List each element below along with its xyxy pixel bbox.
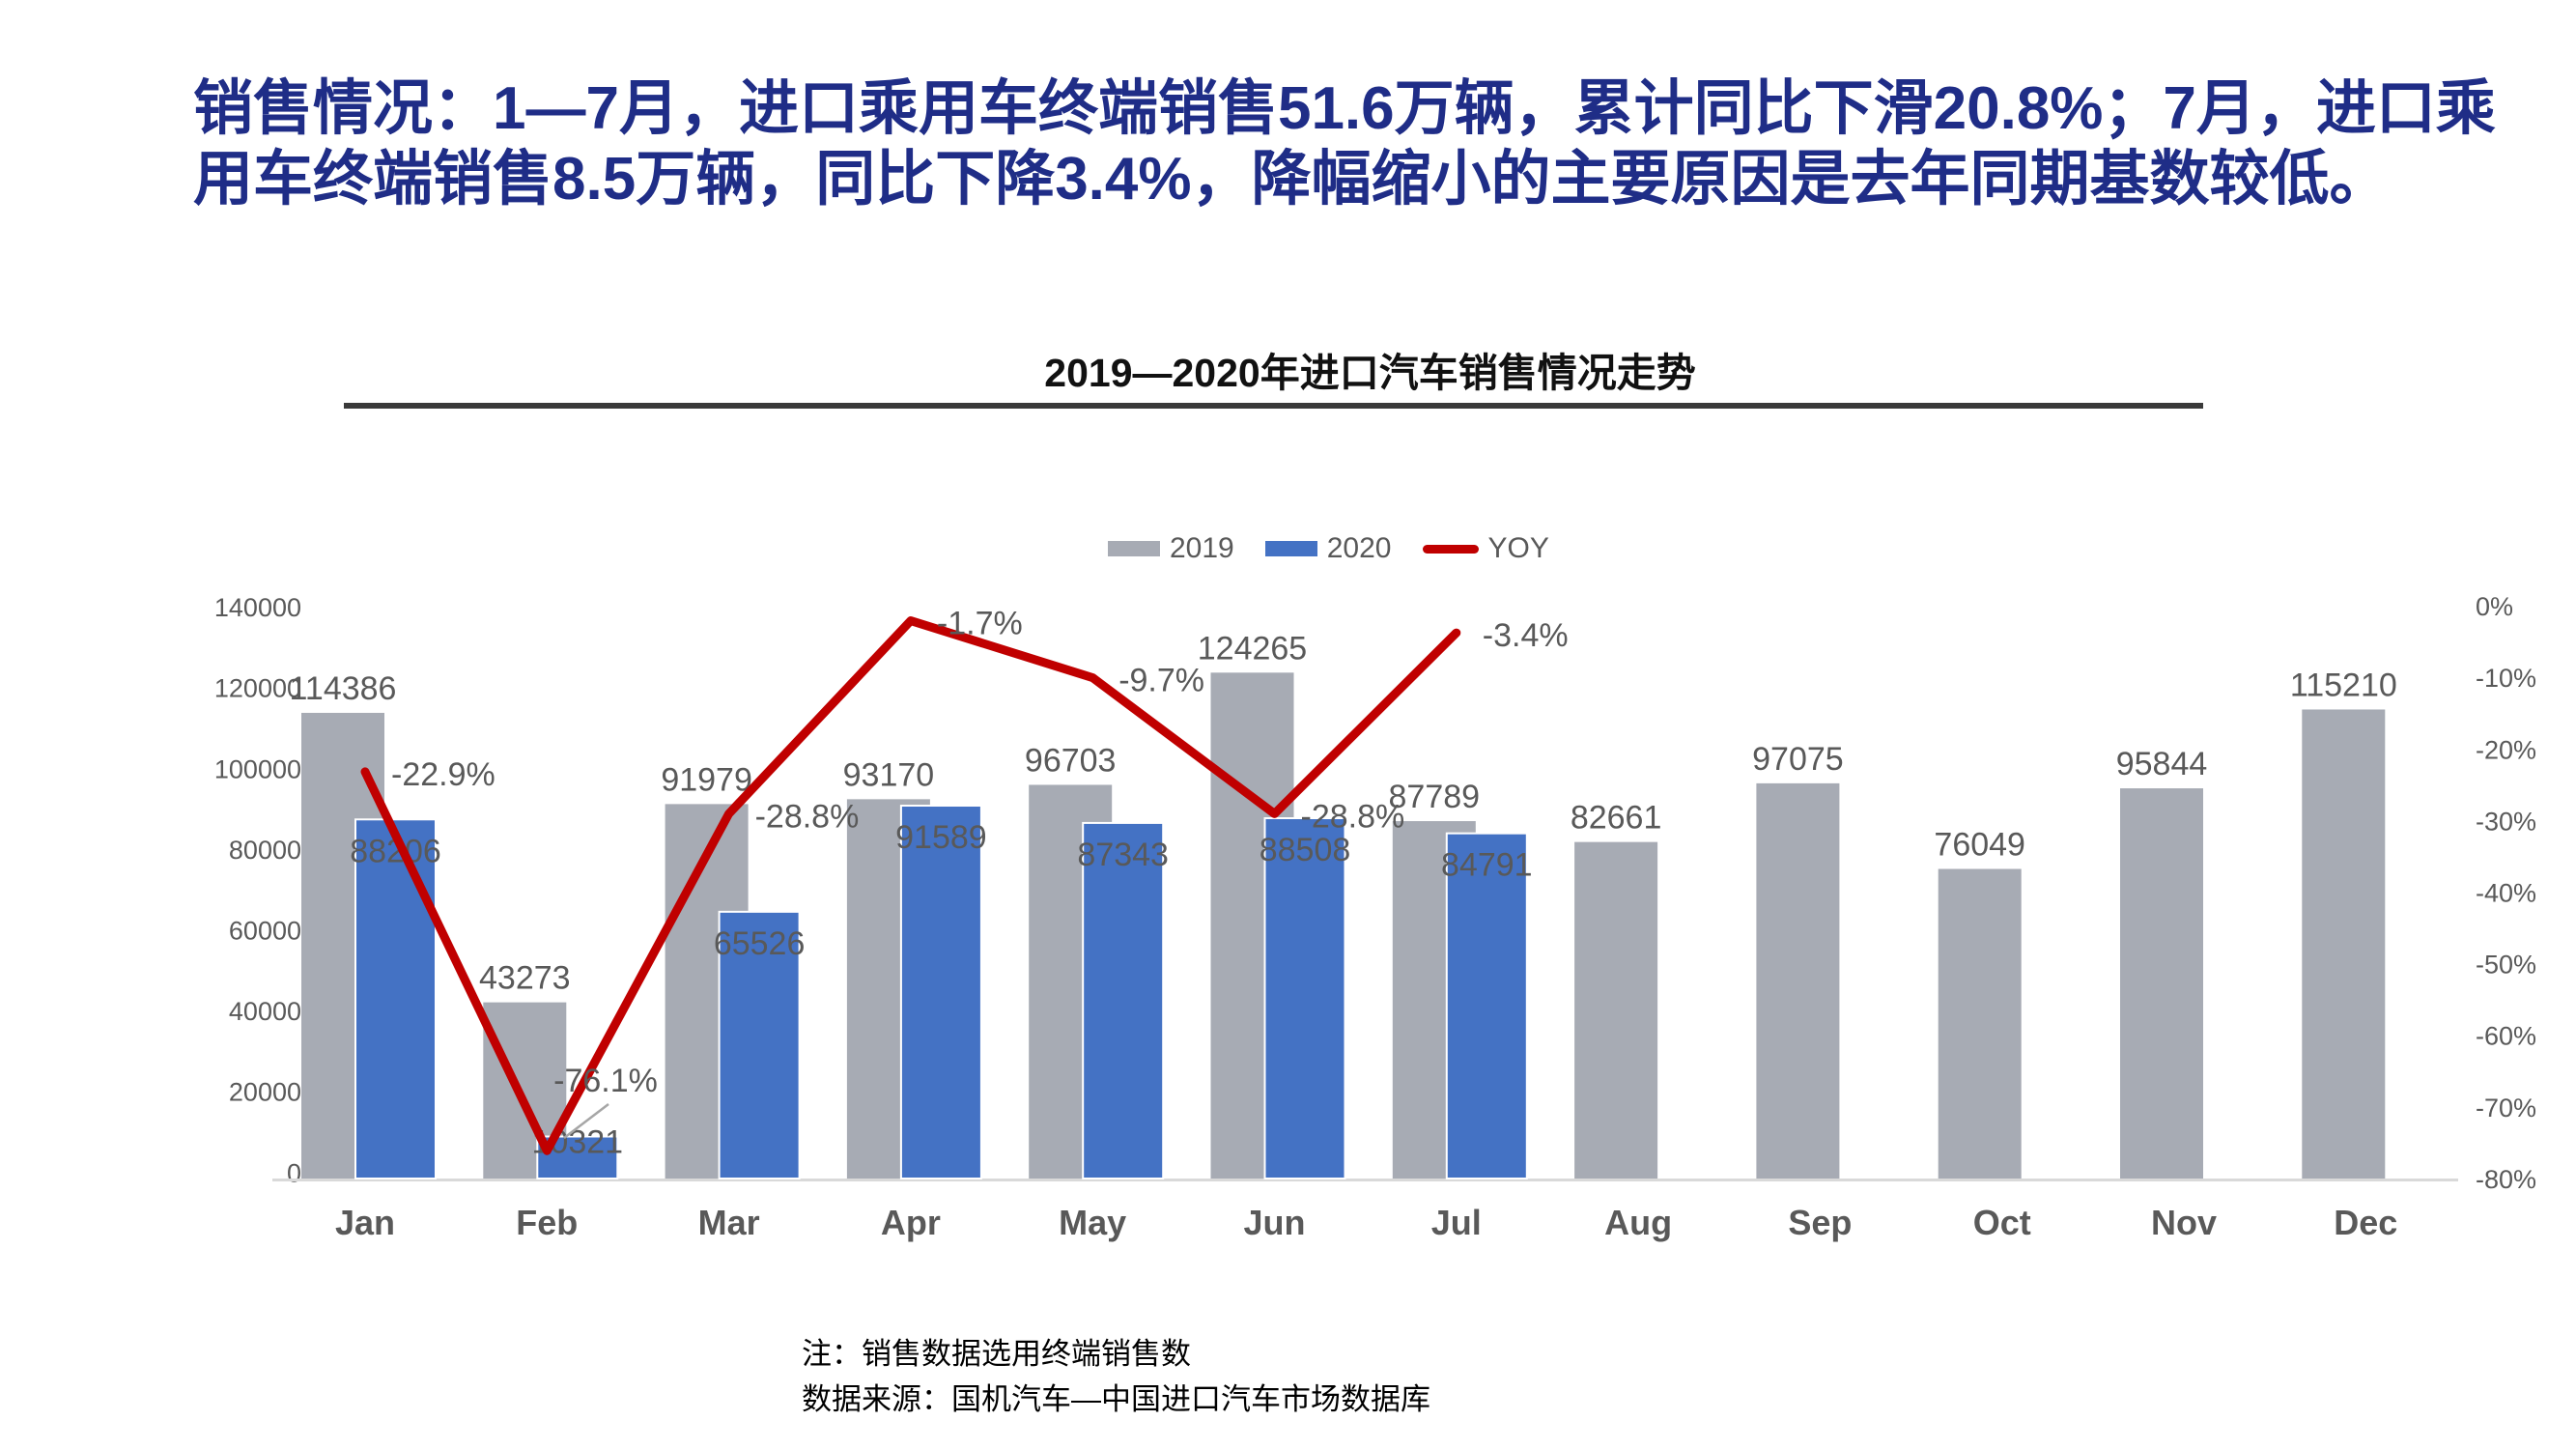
y-tick-right-4: -40%	[2476, 879, 2536, 908]
legend-swatch-2020	[1264, 541, 1317, 556]
bar-2019-oct	[1938, 868, 2022, 1179]
label-2020-jun: 88508	[1260, 832, 1351, 868]
y-tick-right-0: 0%	[2476, 592, 2513, 621]
x-tick-may: May	[1059, 1203, 1126, 1242]
x-tick-dec: Dec	[2334, 1203, 2397, 1242]
y-tick-left-7: 0	[287, 1158, 301, 1187]
chart-legend: 2019 2020 YOY	[1108, 531, 1580, 566]
chart-title-underline	[344, 403, 2203, 409]
y-tick-right-8: -80%	[2476, 1165, 2536, 1194]
yoy-label-jul: -3.4%	[1483, 617, 1569, 654]
y-tick-left-5: 40000	[229, 997, 301, 1026]
bar-2020-jul	[1445, 832, 1528, 1179]
bar-2019-dec	[2302, 709, 2386, 1179]
bar-2019-nov	[2120, 788, 2203, 1179]
yoy-label-mar: -28.8%	[755, 798, 860, 835]
legend-line-yoy-icon	[1422, 544, 1479, 554]
legend-label-2019: 2019	[1170, 532, 1234, 564]
label-2020-apr: 91589	[895, 819, 987, 856]
legend-label-2020: 2020	[1326, 532, 1392, 564]
label-2020-may: 87343	[1077, 837, 1169, 873]
legend-label-yoy: YOY	[1487, 532, 1549, 564]
bar-2020-may	[1082, 821, 1165, 1179]
y-tick-right-7: -70%	[2476, 1094, 2536, 1122]
y-tick-right-3: -30%	[2476, 807, 2536, 836]
x-tick-jun: Jun	[1243, 1203, 1305, 1242]
label-2019-may: 96703	[1025, 742, 1117, 779]
y-tick-right-5: -50%	[2476, 951, 2536, 980]
y-tick-left-2: 100000	[214, 754, 301, 783]
chart-notes: 注：销售数据选用终端销售数 数据来源：国机汽车—中国进口汽车市场数据库	[802, 1331, 1430, 1422]
x-tick-aug: Aug	[1604, 1203, 1672, 1242]
yoy-label-apr: -1.7%	[937, 606, 1023, 642]
bar-2020-apr	[899, 805, 982, 1179]
x-axis-line	[272, 1179, 2458, 1181]
feb-yoy-leader-line	[563, 1103, 609, 1139]
bar-2020-jan	[354, 818, 437, 1179]
y-tick-right-6: -60%	[2476, 1022, 2536, 1051]
bar-2020-jun	[1263, 817, 1346, 1179]
bar-2019-aug	[1574, 841, 1658, 1179]
yoy-label-jun: -28.8%	[1301, 798, 1405, 835]
label-2019-apr: 93170	[843, 756, 935, 793]
x-tick-sep: Sep	[1788, 1203, 1852, 1242]
x-tick-oct: Oct	[1973, 1203, 2031, 1242]
x-tick-apr: Apr	[881, 1203, 941, 1242]
label-2019-nov: 95844	[2116, 746, 2208, 782]
label-2019-jun: 124265	[1198, 630, 1307, 667]
legend-item-yoy: YOY	[1422, 532, 1549, 565]
yoy-label-may: -9.7%	[1118, 663, 1204, 699]
y-tick-left-4: 60000	[229, 917, 301, 946]
label-2020-jul: 84791	[1441, 847, 1533, 884]
bar-2019-sep	[1756, 782, 1840, 1179]
label-2019-dec: 115210	[2290, 667, 2397, 703]
label-2019-sep: 97075	[1752, 741, 1844, 778]
slide-title: 销售情况：1—7月，进口乘用车终端销售51.6万辆，累计同比下滑20.8%；7月…	[193, 75, 2496, 213]
chart-title: 2019—2020年进口汽车销售情况走势	[1044, 351, 1696, 395]
y-tick-right-2: -20%	[2476, 735, 2536, 764]
x-tick-nov: Nov	[2151, 1203, 2217, 1242]
x-tick-mar: Mar	[698, 1203, 760, 1242]
y-tick-right-1: -10%	[2476, 664, 2536, 693]
legend-swatch-2019	[1108, 541, 1160, 556]
note-line-1: 注：销售数据选用终端销售数	[802, 1337, 1191, 1371]
y-tick-left-3: 80000	[229, 836, 301, 865]
note-line-2: 数据来源：国机汽车—中国进口汽车市场数据库	[802, 1382, 1430, 1417]
y-tick-left-0: 140000	[214, 593, 301, 622]
label-2019-mar: 91979	[661, 761, 752, 798]
yoy-label-feb: -76.1%	[553, 1063, 658, 1099]
legend-item-2020: 2020	[1264, 532, 1392, 565]
x-tick-jan: Jan	[335, 1203, 395, 1242]
label-2020-mar: 65526	[714, 925, 806, 962]
label-2019-jan: 114386	[290, 670, 397, 707]
label-2019-oct: 76049	[1934, 827, 2025, 864]
x-tick-feb: Feb	[516, 1203, 578, 1242]
yoy-line	[360, 616, 1461, 1155]
x-tick-jul: Jul	[1431, 1203, 1482, 1242]
yoy-label-jan: -22.9%	[391, 756, 495, 793]
label-2019-feb: 43273	[479, 960, 571, 997]
y-tick-left-6: 20000	[229, 1078, 301, 1107]
bar-2020-mar	[718, 910, 801, 1180]
y-tick-left-1: 120000	[214, 674, 301, 703]
label-2019-jul: 87789	[1389, 779, 1481, 815]
label-2019-aug: 82661	[1571, 800, 1662, 837]
legend-item-2019: 2019	[1108, 532, 1234, 565]
